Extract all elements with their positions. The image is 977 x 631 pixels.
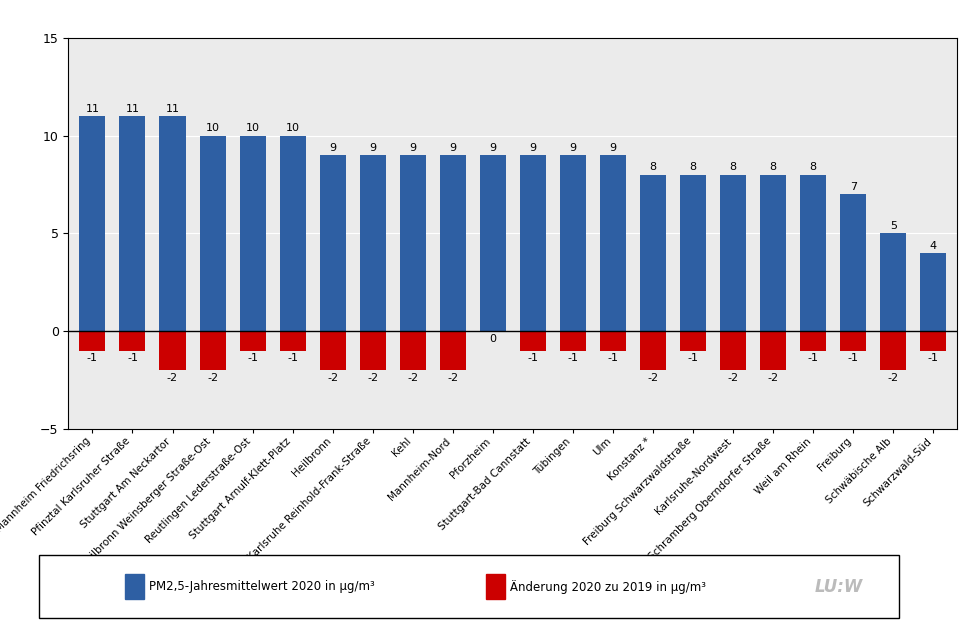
Bar	[720, 331, 746, 370]
Text: 7: 7	[850, 182, 857, 192]
Text: 8: 8	[690, 162, 697, 172]
Bar	[199, 331, 226, 370]
Bar	[600, 155, 626, 331]
Bar	[840, 331, 867, 351]
Bar	[319, 155, 346, 331]
Bar	[800, 175, 827, 331]
Text: -2: -2	[367, 373, 378, 383]
Text: -2: -2	[407, 373, 418, 383]
Bar	[119, 331, 146, 351]
Text: 9: 9	[489, 143, 496, 153]
Bar	[360, 331, 386, 370]
Text: 9: 9	[610, 143, 616, 153]
Bar	[920, 253, 947, 331]
FancyBboxPatch shape	[39, 555, 899, 618]
Bar	[880, 233, 907, 331]
Text: -1: -1	[247, 353, 258, 363]
Bar	[800, 331, 827, 351]
Bar	[199, 136, 226, 331]
Text: -1: -1	[928, 353, 939, 363]
Bar	[279, 331, 306, 351]
Bar	[520, 331, 546, 351]
Text: Änderung 2020 zu 2019 in µg/m³: Änderung 2020 zu 2019 in µg/m³	[510, 580, 706, 594]
Bar	[520, 155, 546, 331]
Bar	[920, 331, 947, 351]
Text: PM2,5-Jahresmittelwert 2020 in µg/m³: PM2,5-Jahresmittelwert 2020 in µg/m³	[149, 581, 375, 593]
Bar	[319, 331, 346, 370]
Text: -1: -1	[808, 353, 819, 363]
Bar	[159, 331, 186, 370]
Text: 9: 9	[369, 143, 376, 153]
Text: 11: 11	[165, 103, 180, 114]
Bar	[560, 155, 586, 331]
Bar	[480, 155, 506, 331]
Bar	[600, 331, 626, 351]
Bar	[400, 331, 426, 370]
Bar	[400, 155, 426, 331]
Bar	[560, 331, 586, 351]
Text: -2: -2	[207, 373, 218, 383]
Text: -1: -1	[87, 353, 98, 363]
Text: -1: -1	[568, 353, 578, 363]
Bar	[119, 116, 146, 331]
Text: 11: 11	[125, 103, 140, 114]
Bar	[840, 194, 867, 331]
Text: 9: 9	[449, 143, 456, 153]
Bar	[640, 175, 666, 331]
Bar	[440, 155, 466, 331]
Text: LU:W: LU:W	[815, 578, 863, 596]
Bar	[279, 136, 306, 331]
Text: 8: 8	[650, 162, 657, 172]
Text: 10: 10	[285, 123, 300, 133]
Text: -1: -1	[848, 353, 859, 363]
Bar	[440, 331, 466, 370]
Bar	[880, 331, 907, 370]
Bar	[239, 136, 266, 331]
Bar	[760, 331, 786, 370]
Text: 8: 8	[730, 162, 737, 172]
Bar	[720, 175, 746, 331]
Text: 0: 0	[489, 334, 496, 344]
Text: 9: 9	[530, 143, 536, 153]
Text: 4: 4	[930, 240, 937, 251]
Text: 5: 5	[890, 221, 897, 231]
Text: 8: 8	[810, 162, 817, 172]
Text: -2: -2	[888, 373, 899, 383]
Bar	[360, 155, 386, 331]
Bar	[239, 331, 266, 351]
Text: -2: -2	[167, 373, 178, 383]
Text: -1: -1	[528, 353, 538, 363]
Text: -2: -2	[728, 373, 739, 383]
Text: -1: -1	[287, 353, 298, 363]
Text: 9: 9	[570, 143, 576, 153]
Bar	[760, 175, 786, 331]
Bar	[680, 331, 706, 351]
Text: -1: -1	[688, 353, 699, 363]
Text: 9: 9	[409, 143, 416, 153]
Text: -2: -2	[648, 373, 658, 383]
Text: 11: 11	[85, 103, 100, 114]
Text: 8: 8	[770, 162, 777, 172]
Bar	[487, 574, 505, 599]
Bar	[79, 116, 106, 331]
Text: -1: -1	[608, 353, 618, 363]
Bar	[640, 331, 666, 370]
Bar	[680, 175, 706, 331]
Text: 10: 10	[245, 123, 260, 133]
Text: -2: -2	[768, 373, 779, 383]
Text: -1: -1	[127, 353, 138, 363]
Text: -2: -2	[447, 373, 458, 383]
Text: -2: -2	[327, 373, 338, 383]
Bar	[159, 116, 186, 331]
Bar	[125, 574, 144, 599]
Text: 9: 9	[329, 143, 336, 153]
Text: 10: 10	[205, 123, 220, 133]
Bar	[79, 331, 106, 351]
